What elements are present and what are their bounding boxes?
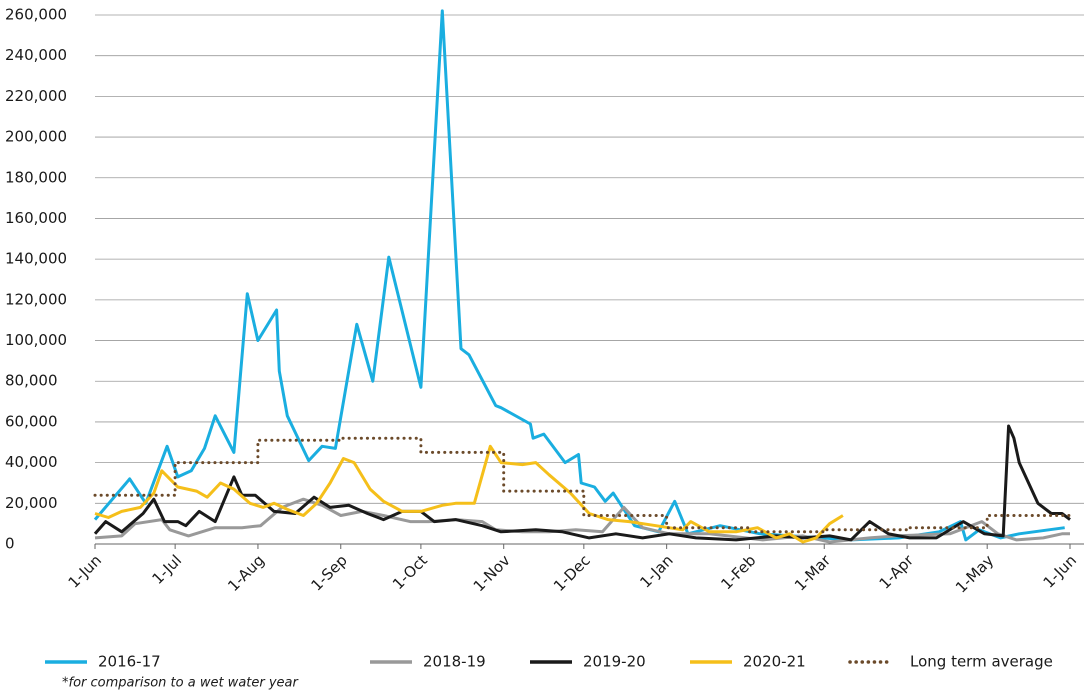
x-tick-label: 1-Jun	[65, 551, 105, 591]
y-tick-label: 120,000	[5, 290, 67, 308]
x-tick-label: 1-Sep	[307, 551, 350, 594]
legend-label: 2019-20	[583, 653, 646, 671]
y-tick-label: 80,000	[5, 372, 58, 390]
x-tick-label: 1-Jul	[148, 551, 185, 588]
series-line	[93, 9, 1065, 542]
legend-label: 2020-21	[743, 653, 806, 671]
y-tick-label: 240,000	[5, 46, 67, 64]
y-tick-label: 100,000	[5, 331, 67, 349]
legend-label: 2016-17	[98, 653, 161, 671]
series-line	[93, 436, 1072, 534]
legend-note: *for comparison to a wet water year	[62, 676, 300, 691]
y-tick-label: 220,000	[5, 87, 67, 105]
legend-label: Long term average	[910, 653, 1053, 671]
x-tick-label: 1-Mar	[791, 551, 835, 595]
x-tick-label: 1-Apr	[876, 551, 918, 593]
y-tick-label: 0	[5, 535, 15, 553]
x-tick-label: 1-Dec	[550, 551, 594, 595]
x-tick-label: 1-May	[952, 551, 997, 596]
x-tick-label: 1-Jan	[636, 551, 676, 591]
y-tick-label: 40,000	[5, 453, 58, 471]
y-tick-label: 160,000	[5, 209, 67, 227]
y-tick-label: 180,000	[5, 168, 67, 186]
y-tick-label: 260,000	[5, 6, 67, 24]
y-tick-label: 60,000	[5, 412, 58, 430]
plot-layer	[93, 9, 1072, 544]
legend-label: 2018-19	[423, 653, 486, 671]
x-tick-label: 1-Feb	[717, 551, 759, 593]
x-tick-label: 1-Oct	[389, 551, 431, 593]
x-tick-label: 1-Aug	[224, 551, 268, 595]
x-tick-label: 1-Jun	[1040, 551, 1080, 591]
y-tick-label: 140,000	[5, 250, 67, 268]
y-tick-label: 200,000	[5, 128, 67, 146]
x-tick-label: 1-Nov	[470, 551, 514, 595]
series-line	[94, 444, 844, 544]
grid-layer	[94, 14, 1084, 549]
series-line	[93, 424, 1071, 542]
y-tick-label: 20,000	[5, 494, 58, 512]
